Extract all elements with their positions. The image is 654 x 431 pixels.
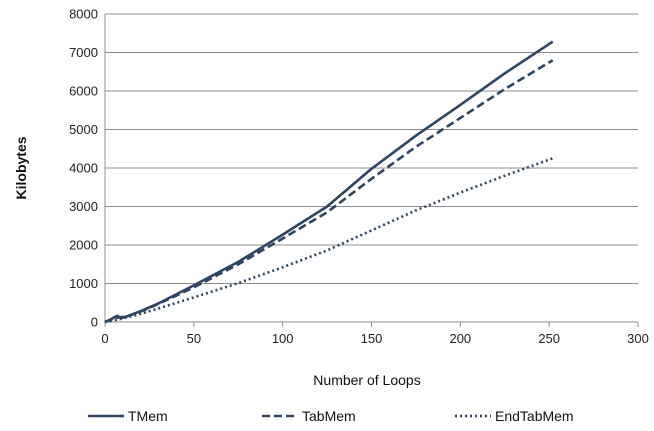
y-tick-label: 8000: [69, 7, 98, 22]
y-axis-title: Kilobytes: [13, 136, 29, 199]
y-tick-label: 6000: [69, 84, 98, 99]
y-tick-label: 0: [91, 315, 98, 330]
y-tick-labels: 0 1000 2000 3000 4000 5000 6000 7000 8000: [69, 7, 98, 330]
x-tick-label: 100: [272, 331, 294, 346]
axes: [104, 14, 639, 327]
gridlines: [105, 13, 638, 284]
y-tick-label: 3000: [69, 199, 98, 214]
y-tick-label: 1000: [69, 276, 98, 291]
legend-label-EndTabMem: EndTabMem: [495, 408, 574, 424]
y-tick-label: 2000: [69, 238, 98, 253]
series-line-TabMem: [104, 59, 554, 324]
y-tick-label: 4000: [69, 161, 98, 176]
y-tick-label: 7000: [69, 45, 98, 60]
x-tick-label: 200: [449, 331, 471, 346]
series-lines: [104, 40, 554, 324]
x-axis-title: Number of Loops: [313, 372, 420, 388]
legend-label-TMem: TMem: [128, 408, 168, 424]
y-tick-label: 5000: [69, 122, 98, 137]
legend-label-TabMem: TabMem: [302, 408, 356, 424]
x-tick-label: 150: [361, 331, 383, 346]
series-line-EndTabMem: [104, 157, 554, 324]
x-tick-label: 0: [101, 331, 108, 346]
legend: TMem TabMem EndTabMem: [88, 408, 574, 424]
x-tick-labels: 0 50 100 150 200 250 300: [101, 331, 648, 346]
x-tick-label: 250: [538, 331, 560, 346]
x-tick-label: 300: [627, 331, 649, 346]
x-tick-label: 50: [187, 331, 201, 346]
series-line-TMem: [104, 40, 554, 324]
